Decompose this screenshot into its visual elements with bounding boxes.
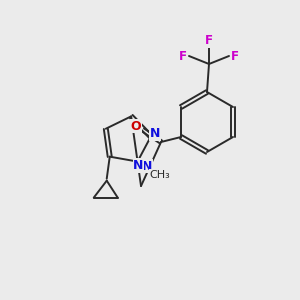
- Text: N: N: [150, 127, 160, 140]
- Text: H: H: [160, 167, 169, 181]
- Text: F: F: [179, 50, 187, 62]
- Text: F: F: [231, 50, 239, 62]
- Text: CH₃: CH₃: [149, 169, 170, 180]
- Text: O: O: [131, 119, 141, 133]
- Text: N: N: [133, 159, 144, 172]
- Text: N: N: [142, 160, 152, 172]
- Text: F: F: [205, 34, 213, 47]
